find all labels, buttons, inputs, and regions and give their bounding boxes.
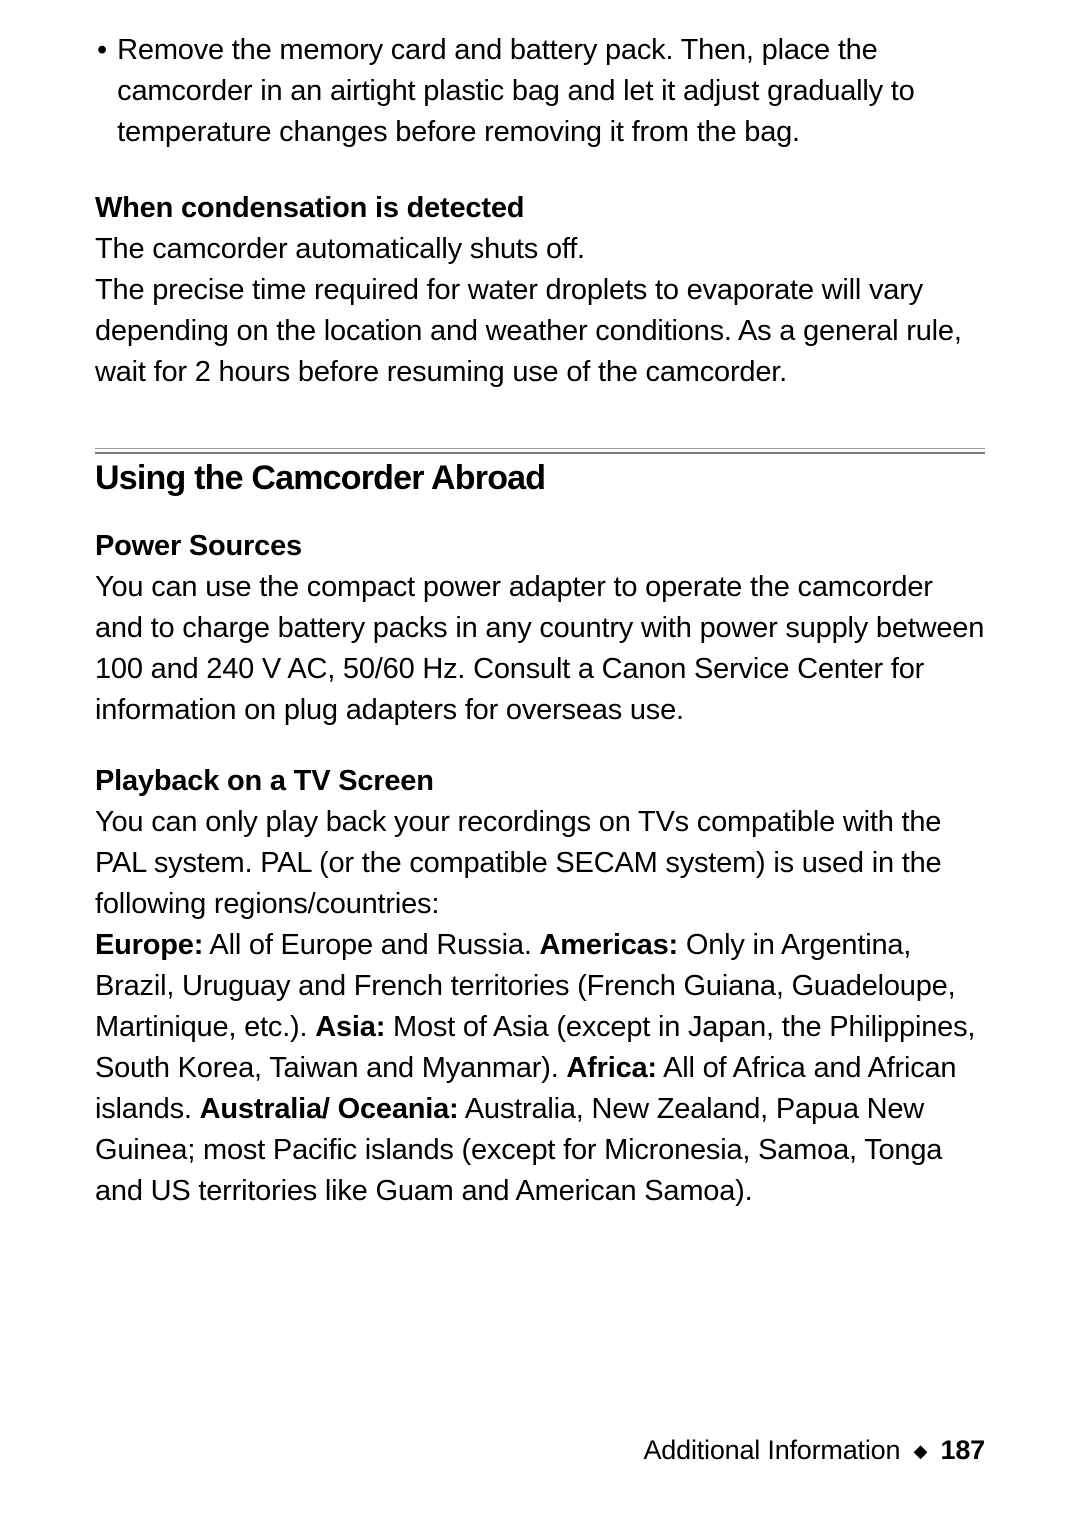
playback-block: Playback on a TV Screen You can only pla… bbox=[95, 761, 985, 1212]
page-footer: Additional Information ◆ 187 bbox=[644, 1435, 986, 1466]
condensation-line1: The camcorder automatically shuts off. bbox=[95, 229, 985, 270]
power-text: You can use the compact power adapter to… bbox=[95, 567, 985, 731]
diamond-icon: ◆ bbox=[914, 1441, 928, 1461]
footer-section: Additional Information bbox=[644, 1435, 901, 1465]
abroad-title: Using the Camcorder Abroad bbox=[95, 459, 985, 498]
bullet-marker: • bbox=[95, 30, 117, 153]
playback-heading: Playback on a TV Screen bbox=[95, 761, 985, 802]
section-divider bbox=[95, 448, 985, 454]
asia-label: Asia: bbox=[315, 1011, 385, 1043]
manual-page: • Remove the memory card and battery pac… bbox=[0, 0, 1080, 1521]
playback-intro: You can only play back your recordings o… bbox=[95, 802, 985, 925]
bullet-item: • Remove the memory card and battery pac… bbox=[95, 30, 985, 153]
footer-page-number: 187 bbox=[941, 1435, 985, 1465]
oceania-label: Australia/ Oceania: bbox=[200, 1093, 459, 1125]
condensation-heading: When condensation is detected bbox=[95, 188, 985, 229]
playback-regions: Europe: All of Europe and Russia. Americ… bbox=[95, 925, 985, 1212]
condensation-line2: The precise time required for water drop… bbox=[95, 270, 985, 393]
europe-label: Europe: bbox=[95, 929, 203, 961]
power-sources-block: Power Sources You can use the compact po… bbox=[95, 526, 985, 731]
power-heading: Power Sources bbox=[95, 526, 985, 567]
bullet-text: Remove the memory card and battery pack.… bbox=[117, 30, 985, 153]
condensation-block: When condensation is detected The camcor… bbox=[95, 188, 985, 393]
europe-text: All of Europe and Russia. bbox=[203, 929, 539, 961]
americas-label: Americas: bbox=[540, 929, 678, 961]
africa-label: Africa: bbox=[566, 1052, 656, 1084]
